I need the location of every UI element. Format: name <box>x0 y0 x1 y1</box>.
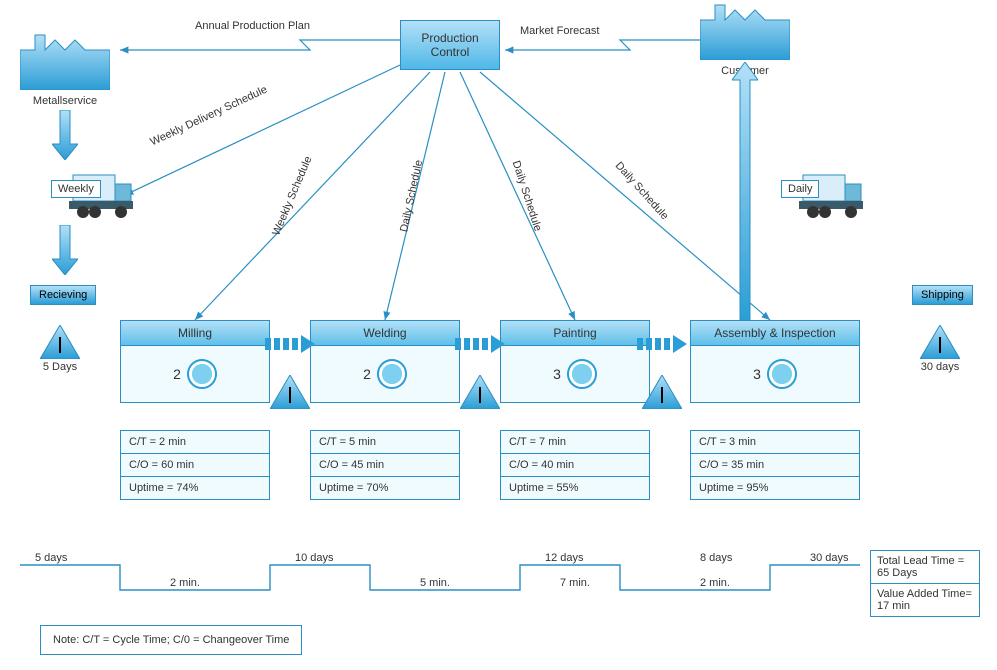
operator-count: 3 <box>753 366 761 382</box>
shipping-inventory: 30 days <box>920 325 960 373</box>
label-market-forecast: Market Forecast <box>520 25 599 37</box>
triangle-icon <box>920 325 960 359</box>
process-assembly-inspection: Assembly & Inspection 3 <box>690 320 860 403</box>
gauge-icon <box>767 359 797 389</box>
label-sched-milling: Weekly Schedule <box>270 155 314 238</box>
process-title: Assembly & Inspection <box>691 321 859 346</box>
summary-box: Total Lead Time = 65 Days Value Added Ti… <box>870 550 980 617</box>
process-body: 3 <box>691 346 859 402</box>
process-title: Painting <box>501 321 649 346</box>
timeline-value-1: 5 min. <box>420 577 450 589</box>
label-annual-plan: Annual Production Plan <box>195 20 310 32</box>
timeline-lead-1: 10 days <box>295 552 334 564</box>
uptime-row: Uptime = 95% <box>691 477 859 499</box>
label-sched-assembly: Daily Schedule <box>613 160 671 223</box>
timeline-value-3: 2 min. <box>700 577 730 589</box>
inventory-triangle-1 <box>460 375 500 409</box>
note-text: Note: C/T = Cycle Time; C/0 = Changeover… <box>53 634 289 646</box>
process-body: 2 <box>311 346 459 402</box>
inbound-truck: Weekly <box>55 170 135 220</box>
push-arrow-0 <box>265 335 315 353</box>
timeline-lead-3: 8 days <box>700 552 732 564</box>
shipping-days: 30 days <box>920 361 960 373</box>
summary-lead: Total Lead Time = 65 Days <box>871 551 979 584</box>
process-welding: Welding 2 <box>310 320 460 403</box>
receiving-tag: Recieving <box>30 285 96 305</box>
operator-count: 2 <box>173 366 181 382</box>
ct-row: C/T = 3 min <box>691 431 859 454</box>
timeline-lead-4: 30 days <box>810 552 849 564</box>
production-control-box: Production Control <box>400 20 500 70</box>
supplier-label: Metallservice <box>20 95 110 107</box>
ct-row: C/T = 2 min <box>121 431 269 454</box>
uptime-row: Uptime = 74% <box>121 477 269 499</box>
process-body: 3 <box>501 346 649 402</box>
timeline-value-2: 7 min. <box>560 577 590 589</box>
uptime-row: Uptime = 70% <box>311 477 459 499</box>
label-sched-welding: Daily Schedule <box>398 159 425 233</box>
outbound-freq: Daily <box>781 180 819 198</box>
ct-row: C/T = 7 min <box>501 431 649 454</box>
timeline-lead-0: 5 days <box>35 552 67 564</box>
push-arrow-2 <box>637 335 687 353</box>
supplier-arrow-down <box>52 110 78 160</box>
note-box: Note: C/T = Cycle Time; C/0 = Changeover… <box>40 625 302 655</box>
shipping-tag: Shipping <box>912 285 973 305</box>
co-row: C/O = 40 min <box>501 454 649 477</box>
receiving-inventory: 5 Days <box>40 325 80 373</box>
operator-count: 3 <box>553 366 561 382</box>
timeline-value-0: 2 min. <box>170 577 200 589</box>
process-body: 2 <box>121 346 269 402</box>
inventory-triangle-0 <box>270 375 310 409</box>
process-milling: Milling 2 <box>120 320 270 403</box>
timeline-lead-2: 12 days <box>545 552 584 564</box>
gauge-icon <box>377 359 407 389</box>
uptime-row: Uptime = 55% <box>501 477 649 499</box>
label-weekly-delivery: Weekly Delivery Schedule <box>148 84 269 149</box>
process-painting: Painting 3 <box>500 320 650 403</box>
supplier-factory: Metallservice <box>20 30 110 90</box>
ct-row: C/T = 5 min <box>311 431 459 454</box>
summary-va: Value Added Time= 17 min <box>871 584 979 616</box>
co-row: C/O = 35 min <box>691 454 859 477</box>
outbound-truck: Daily <box>785 170 865 220</box>
process-data-3: C/T = 3 minC/O = 35 minUptime = 95% <box>690 430 860 500</box>
gauge-icon <box>187 359 217 389</box>
co-row: C/O = 45 min <box>311 454 459 477</box>
label-sched-painting: Daily Schedule <box>510 159 544 232</box>
push-arrow-1 <box>455 335 505 353</box>
shipping-label: Shipping <box>921 289 964 301</box>
gauge-icon <box>567 359 597 389</box>
process-data-0: C/T = 2 minC/O = 60 minUptime = 74% <box>120 430 270 500</box>
receiving-label: Recieving <box>39 289 87 301</box>
inventory-triangle-2 <box>642 375 682 409</box>
operator-count: 2 <box>363 366 371 382</box>
process-title: Milling <box>121 321 269 346</box>
co-row: C/O = 60 min <box>121 454 269 477</box>
triangle-icon <box>40 325 80 359</box>
vsm-diagram: Annual Production Plan Market Forecast W… <box>0 0 997 670</box>
truck-to-receiving-arrow <box>52 225 78 275</box>
inbound-freq: Weekly <box>51 180 101 198</box>
receiving-days: 5 Days <box>40 361 80 373</box>
assembly-to-customer-arrow <box>732 62 758 212</box>
process-data-1: C/T = 5 minC/O = 45 minUptime = 70% <box>310 430 460 500</box>
customer-factory: Customer <box>700 0 790 60</box>
production-control-label: Production Control <box>401 31 499 59</box>
process-title: Welding <box>311 321 459 346</box>
process-data-2: C/T = 7 minC/O = 40 minUptime = 55% <box>500 430 650 500</box>
